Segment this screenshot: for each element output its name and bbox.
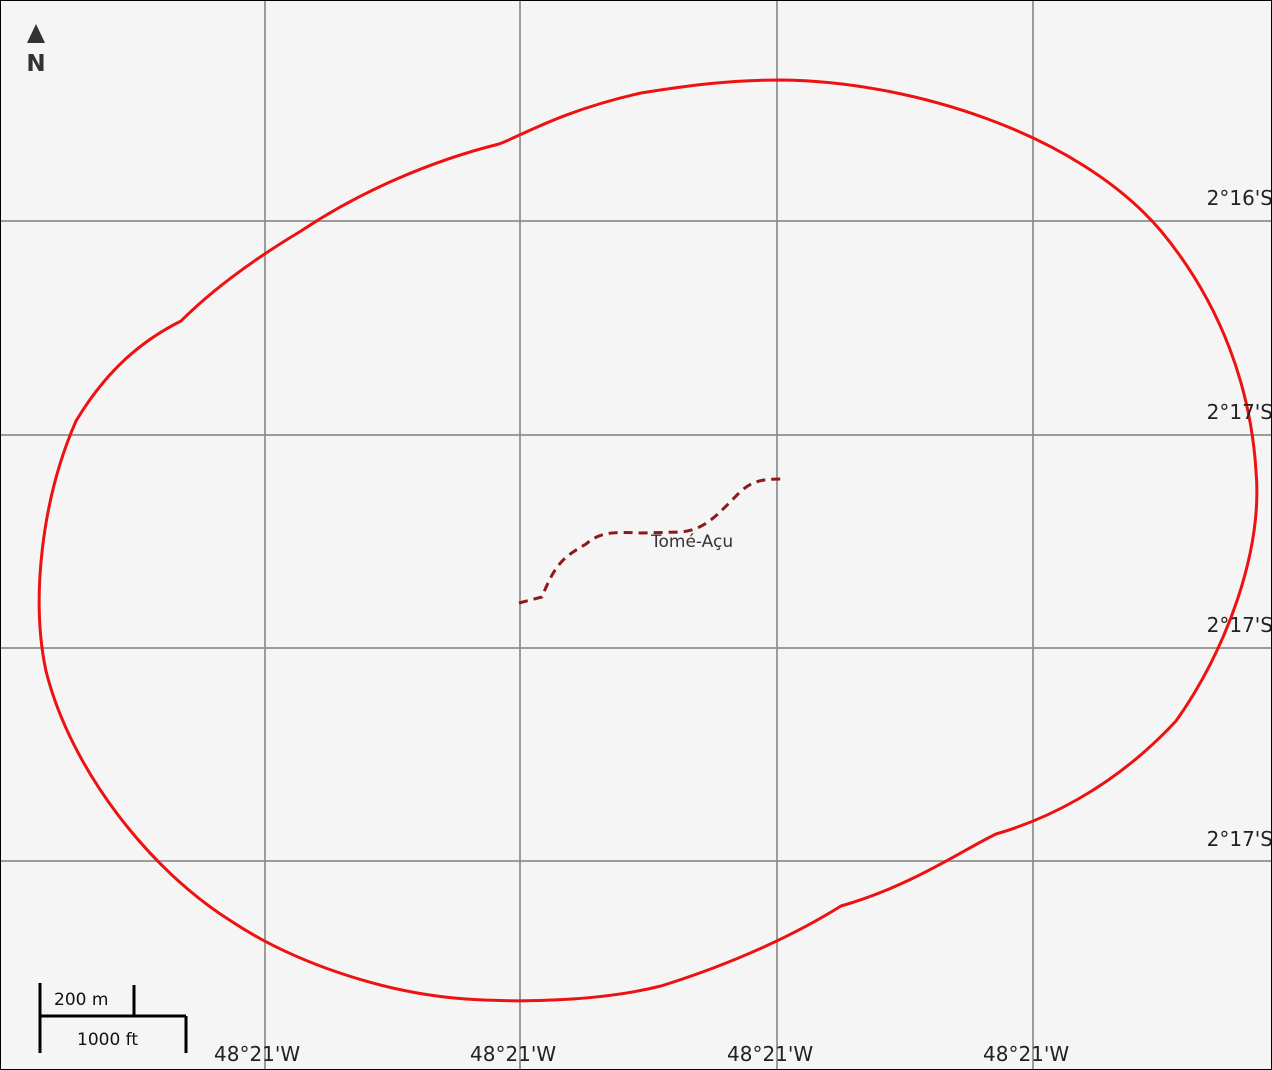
- scale-imperial-label: 1000 ft: [77, 1030, 138, 1050]
- lon-label-3: 48°21'W: [727, 1042, 813, 1066]
- lat-label-2: 2°17'S: [1207, 400, 1271, 424]
- lat-label-4: 2°17'S: [1207, 827, 1271, 851]
- lon-label-1: 48°21'W: [214, 1042, 300, 1066]
- lon-label-4: 48°21'W: [983, 1042, 1069, 1066]
- north-label: N: [26, 51, 45, 77]
- place-label: Tomé-Açu: [650, 532, 733, 552]
- scale-bar: 200 m 1000 ft: [38, 983, 188, 1053]
- scale-metric-label: 200 m: [54, 990, 108, 1010]
- north-arrow-icon: N: [26, 24, 46, 77]
- lon-label-2: 48°21'W: [470, 1042, 556, 1066]
- boundary-outline[interactable]: [37, 78, 1259, 1003]
- lat-label-3: 2°17'S: [1207, 613, 1271, 637]
- route-dashed[interactable]: [518, 477, 784, 605]
- lat-label-1: 2°16'S: [1207, 186, 1271, 210]
